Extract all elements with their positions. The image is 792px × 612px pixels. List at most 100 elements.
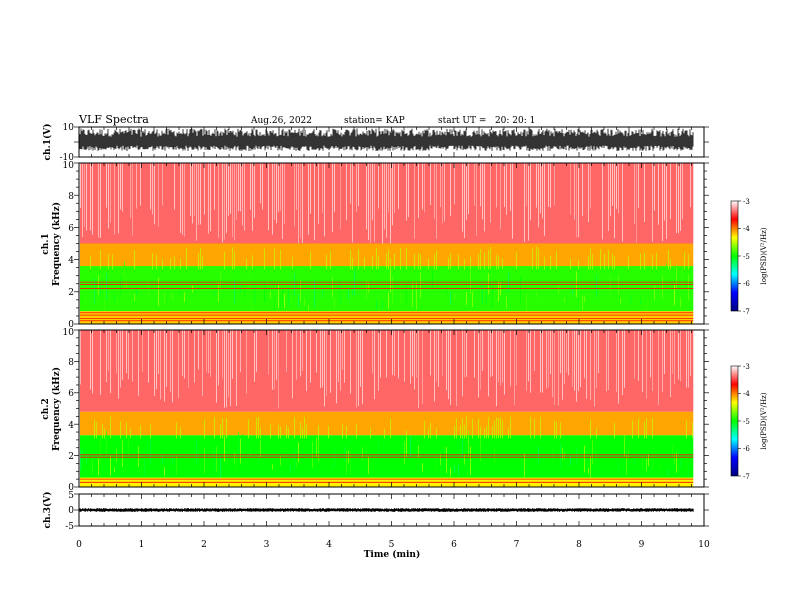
psd-streak	[386, 330, 387, 378]
psd-streak	[254, 283, 255, 303]
psd-streak	[660, 463, 661, 470]
psd-streak	[136, 289, 137, 295]
ch1-colorbar-tick-neg4: -4	[743, 225, 750, 233]
psd-streak	[442, 330, 443, 377]
psd-streak	[446, 285, 447, 296]
ch2-colorbar-tick-neg4: -4	[743, 390, 750, 398]
psd-streak	[648, 454, 649, 467]
psd-streak	[430, 422, 431, 439]
psd-streak	[202, 330, 203, 397]
psd-streak	[120, 277, 121, 294]
psd-streak	[310, 251, 311, 270]
psd-streak	[438, 330, 439, 387]
psd-streak	[596, 428, 597, 439]
psd-streak	[318, 424, 319, 439]
psd-streak	[374, 163, 375, 243]
psd-streak	[184, 292, 185, 303]
psd-streak	[364, 257, 365, 270]
psd-streak	[324, 163, 325, 237]
time-tick-label: 1	[139, 540, 145, 550]
psd-streak	[616, 330, 617, 392]
psd-streak	[496, 330, 497, 407]
psd-streak	[622, 163, 623, 242]
time-axis-tick-labels: 0 1 2 3 4 5 6 7 8 9 10	[76, 540, 710, 550]
psd-streak	[276, 330, 277, 381]
ch3-waveform-ticks	[74, 493, 709, 527]
psd-streak	[116, 330, 117, 374]
psd-streak	[186, 444, 187, 464]
psd-streak	[562, 330, 563, 400]
psd-streak	[330, 251, 331, 270]
psd-streak	[150, 163, 151, 210]
psd-streak	[388, 292, 389, 309]
psd-streak	[670, 163, 671, 220]
psd-streak	[478, 418, 479, 439]
psd-streak	[686, 451, 687, 472]
psd-streak	[652, 330, 653, 392]
psd-streak	[382, 163, 383, 244]
psd-streak	[212, 450, 213, 457]
psd-streak	[502, 420, 503, 439]
ch2-spectrogram-ticks	[74, 329, 709, 488]
psd-streak	[172, 292, 173, 301]
psd-streak	[292, 330, 293, 399]
psd-streak	[480, 438, 481, 462]
psd-streak	[484, 274, 485, 293]
psd-streak	[580, 330, 581, 388]
psd-streak	[680, 458, 681, 469]
psd-streak	[490, 246, 491, 270]
psd-streak	[320, 441, 321, 458]
ch1-ytick-neg10: -10	[60, 153, 75, 163]
psd-streak	[240, 285, 241, 293]
psd-streak	[278, 163, 279, 212]
psd-streak	[148, 330, 149, 383]
psd-streak	[384, 163, 385, 230]
ch2-colorbar-tick-neg6: -6	[743, 445, 750, 453]
psd-streak	[296, 330, 297, 380]
psd-streak	[340, 163, 341, 230]
psd-streak	[350, 249, 351, 270]
psd-streak	[120, 163, 121, 210]
psd-streak	[264, 282, 265, 304]
psd-streak	[670, 463, 671, 471]
psd-streak	[264, 248, 265, 270]
psd-streak	[92, 163, 93, 235]
psd-streak	[544, 163, 545, 236]
psd-streak	[200, 163, 201, 225]
psd-streak	[468, 430, 469, 458]
psd-streak	[248, 267, 249, 291]
psd-band	[80, 411, 694, 436]
psd-streak	[122, 163, 123, 212]
psd-streak	[478, 330, 479, 398]
psd-streak	[174, 256, 175, 270]
psd-streak	[554, 420, 555, 439]
psd-streak	[652, 254, 653, 270]
psd-streak	[600, 249, 601, 270]
psd-streak	[360, 447, 361, 458]
ch2-colorbar-tick-neg5: -5	[743, 418, 750, 426]
psd-streak	[102, 424, 103, 439]
psd-streak	[298, 442, 299, 463]
psd-streak	[82, 163, 83, 238]
psd-streak	[292, 256, 293, 270]
psd-streak	[594, 330, 595, 407]
psd-streak	[474, 462, 475, 474]
psd-streak	[450, 163, 451, 217]
psd-streak	[502, 258, 503, 270]
psd-streak	[550, 163, 551, 208]
psd-streak	[420, 272, 421, 299]
psd-streak	[346, 425, 347, 439]
psd-streak	[668, 250, 669, 270]
psd-streak	[606, 330, 607, 392]
psd-streak	[658, 330, 659, 405]
psd-streak	[392, 163, 393, 226]
psd-streak	[454, 425, 455, 439]
psd-streak	[536, 290, 537, 298]
psd-streak	[644, 163, 645, 222]
psd-streak	[388, 163, 389, 213]
psd-streak	[108, 163, 109, 229]
psd-streak	[506, 163, 507, 215]
time-tick-label: 2	[201, 540, 207, 550]
psd-streak	[670, 330, 671, 398]
psd-streak	[492, 425, 493, 439]
